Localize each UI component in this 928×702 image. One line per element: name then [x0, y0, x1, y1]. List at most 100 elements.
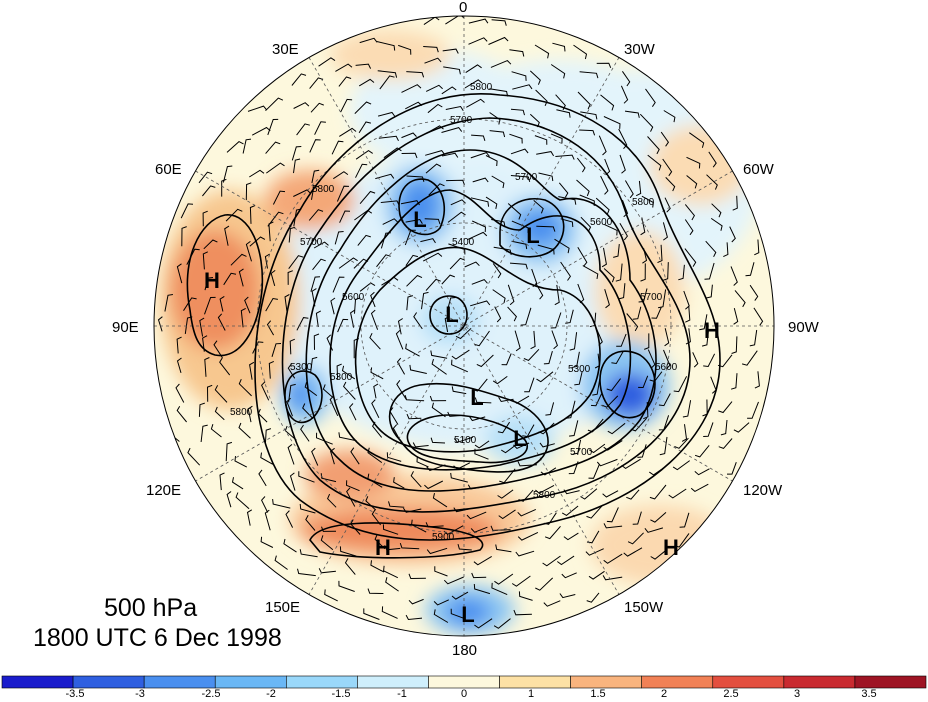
wind-barb	[455, 327, 472, 340]
wind-barb	[603, 553, 623, 564]
wind-barb	[577, 91, 591, 110]
wind-barb	[210, 424, 222, 438]
wind-barb	[470, 152, 490, 159]
wind-barb	[425, 84, 443, 92]
wind-barb	[678, 264, 685, 281]
wind-barb	[213, 340, 223, 359]
wind-barb	[252, 341, 264, 354]
wind-barb	[408, 573, 426, 580]
wind-barb	[632, 306, 642, 320]
wind-barb	[720, 419, 728, 436]
lon-label-120w: 120W	[743, 482, 783, 499]
wind-barb	[318, 57, 336, 67]
wind-barb	[640, 263, 646, 282]
wind-barb	[413, 312, 423, 330]
wind-barb	[681, 424, 688, 442]
wind-barb	[397, 318, 403, 335]
wind-barb	[385, 577, 399, 592]
wind-barb	[493, 618, 511, 629]
colorbar-swatch	[214, 675, 287, 689]
wind-barb	[321, 526, 337, 532]
wind-barb	[338, 257, 358, 269]
wind-barb	[619, 154, 626, 174]
wind-barb	[536, 151, 555, 157]
wind-barb	[613, 244, 620, 258]
wind-barb	[718, 401, 733, 414]
wind-barb	[468, 37, 488, 45]
wind-barb	[426, 547, 448, 555]
wind-barb	[662, 262, 669, 281]
lon-label-60e: 60E	[155, 161, 182, 178]
wind-barb	[536, 225, 556, 232]
wind-barb	[507, 306, 517, 322]
wind-barb	[598, 135, 607, 156]
wind-barb	[510, 148, 529, 155]
wind-barb	[320, 473, 337, 483]
wind-barb	[355, 63, 372, 69]
wind-barb	[457, 543, 472, 551]
wind-barb	[204, 296, 216, 315]
wind-barb	[283, 538, 297, 553]
wind-barb	[619, 222, 629, 241]
wind-barb	[404, 394, 425, 402]
wind-barb	[753, 307, 764, 326]
colorbar-swatch	[783, 675, 856, 689]
wind-barb	[310, 356, 318, 373]
colorbar-swatch	[641, 675, 714, 689]
wind-barb	[682, 400, 692, 418]
wind-barb	[618, 128, 628, 150]
wind-barb	[431, 402, 446, 418]
wind-barb	[689, 132, 705, 148]
wind-barb	[422, 252, 443, 262]
wind-barb	[384, 545, 401, 551]
wind-barb	[198, 171, 213, 184]
wind-barb	[494, 573, 514, 585]
wind-barb	[623, 547, 643, 557]
wind-barb	[603, 523, 623, 529]
wind-barb	[544, 525, 561, 540]
wind-barb	[405, 343, 420, 357]
wind-barb	[596, 62, 612, 68]
wind-barb	[405, 218, 423, 224]
wind-barb	[664, 197, 671, 213]
low-center: L	[461, 602, 474, 627]
wind-barb	[604, 224, 618, 236]
wind-barb	[350, 309, 356, 328]
wind-barb	[202, 210, 208, 227]
wind-barb	[556, 109, 571, 118]
wind-barb	[354, 297, 361, 314]
wind-barb	[339, 546, 357, 557]
wind-barb	[176, 263, 183, 284]
wind-barb	[341, 365, 356, 380]
wind-barb	[251, 126, 271, 136]
wind-barb	[164, 294, 173, 312]
wind-barb	[446, 179, 465, 186]
wind-barb	[464, 261, 480, 268]
wind-barb	[511, 71, 527, 81]
wind-barb	[706, 174, 718, 190]
contour-label: 5100	[454, 435, 477, 446]
wind-barb	[386, 452, 402, 462]
wind-barb	[518, 591, 533, 601]
wind-barb	[663, 349, 671, 370]
wind-barb	[586, 592, 600, 603]
wind-barb	[445, 105, 464, 111]
colorbar-tick: -3	[135, 688, 145, 700]
wind-barb	[644, 527, 664, 533]
wind-barb	[514, 330, 521, 352]
wind-barb	[226, 491, 232, 508]
wind-barb	[663, 110, 676, 123]
wind-barb	[329, 395, 339, 417]
wind-barb	[468, 18, 489, 24]
wind-barb	[560, 261, 572, 281]
wind-barb	[313, 333, 320, 350]
wind-barb	[733, 422, 750, 433]
wind-barb	[686, 175, 698, 189]
wind-barb	[635, 180, 642, 197]
wind-barb	[311, 169, 320, 184]
wind-barb	[426, 464, 446, 472]
wind-barb	[491, 582, 508, 596]
wind-barb	[265, 97, 284, 112]
wind-barb	[289, 338, 295, 355]
wind-barb	[187, 447, 201, 466]
